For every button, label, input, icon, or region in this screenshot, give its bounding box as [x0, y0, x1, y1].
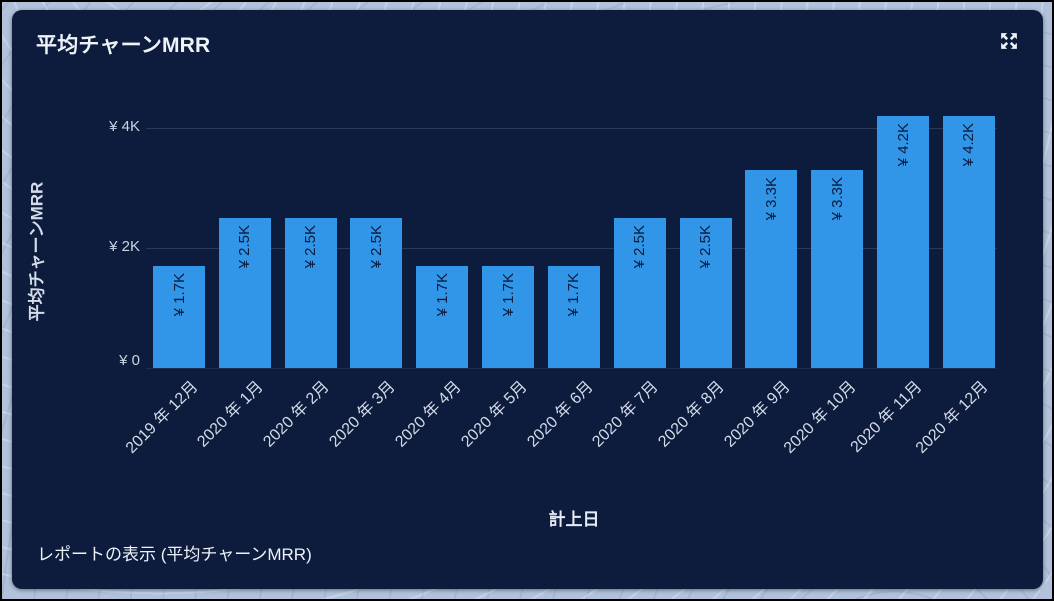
gridline — [146, 247, 997, 249]
bar-value-label: ¥ 4.2K — [894, 123, 912, 167]
bar[interactable]: ¥ 1.7K — [416, 266, 469, 368]
chart-title: 平均チャーンMRR — [36, 34, 211, 57]
bar-value-label: ¥ 1.7K — [565, 273, 583, 317]
view-report-link[interactable]: レポートの表示 (平均チャーンMRR) — [37, 545, 312, 564]
bars-container: ¥ 1.7K ¥ 2.5K ¥ 2.5K ¥ 2.5K ¥ 1.7K ¥ 1.7K ¥ 1.… — [153, 10, 995, 368]
y-axis-tick-label: ¥ 2K — [109, 238, 140, 255]
bar[interactable]: ¥ 3.3K — [745, 170, 798, 368]
x-axis-tick-label: 2020 年 1月 — [194, 378, 268, 451]
expand-icon — [1001, 33, 1017, 49]
bar[interactable]: ¥ 2.5K — [679, 218, 732, 368]
bar-value-label: ¥ 1.7K — [170, 273, 188, 317]
bar[interactable]: ¥ 1.7K — [153, 266, 205, 368]
x-axis-tick-labels: 2019 年 12月 2020 年 1月 2020 年 2月 2020 年 3月 202… — [123, 368, 995, 488]
bar[interactable]: ¥ 2.5K — [613, 218, 666, 368]
bar-value-label: ¥ 3.3K — [762, 177, 780, 221]
bar-value-label: ¥ 4.2K — [960, 123, 978, 167]
bar-value-label: ¥ 3.3K — [828, 177, 846, 221]
bar-chart: 平均チャーンMRR ¥ 4K ¥ 2K ¥ 0 ¥ 1.7K ¥ 2.5K ¥ 2.5K… — [12, 10, 1043, 589]
x-axis-tick-label: 2020 年 8月 — [655, 378, 728, 451]
bar-value-label: ¥ 2.5K — [236, 225, 254, 269]
bar[interactable]: ¥ 4.2K — [877, 116, 930, 368]
bar[interactable]: ¥ 1.7K — [482, 266, 535, 368]
x-axis-tick-label: 2020 年 2月 — [260, 378, 333, 451]
x-axis-tick-label: 2020 年 3月 — [326, 378, 399, 451]
bar-value-label: ¥ 2.5K — [367, 225, 385, 269]
bar-value-label: ¥ 2.5K — [302, 225, 320, 269]
y-axis-title: 平均チャーンMRR — [27, 181, 47, 322]
bar-value-label: ¥ 2.5K — [631, 225, 649, 269]
x-axis-tick-label: 2020 年 4月 — [392, 378, 465, 451]
bar-value-label: ¥ 2.5K — [697, 225, 715, 269]
x-axis-tick-label: 2019 年 12月 — [122, 378, 202, 457]
bar[interactable]: ¥ 2.5K — [284, 218, 337, 368]
gridline — [146, 367, 997, 369]
bar-value-label: ¥ 1.7K — [499, 273, 517, 317]
bar[interactable]: ¥ 3.3K — [811, 170, 864, 368]
bar[interactable]: ¥ 4.2K — [942, 116, 995, 368]
bar[interactable]: ¥ 2.5K — [350, 218, 403, 368]
x-axis-title: 計上日 — [548, 510, 600, 529]
x-axis-tick-label: 2020 年 6月 — [523, 378, 597, 451]
bar[interactable]: ¥ 2.5K — [218, 218, 271, 368]
x-axis-tick-label: 2020 年 7月 — [589, 378, 663, 451]
x-axis-tick-label: 2020 年 5月 — [458, 378, 531, 451]
bar[interactable]: ¥ 1.7K — [547, 266, 600, 368]
gridline — [146, 127, 997, 129]
expand-button[interactable] — [998, 30, 1020, 52]
bar-value-label: ¥ 1.7K — [433, 273, 451, 317]
y-axis-tick-label: ¥ 4K — [109, 118, 140, 135]
dashboard-widget-card: 平均チャーンMRR 平均チャーンMRR ¥ 4K ¥ 2K ¥ 0 ¥ 1.7K ¥ … — [12, 10, 1043, 589]
y-axis-tick-label: ¥ 0 — [119, 352, 140, 369]
